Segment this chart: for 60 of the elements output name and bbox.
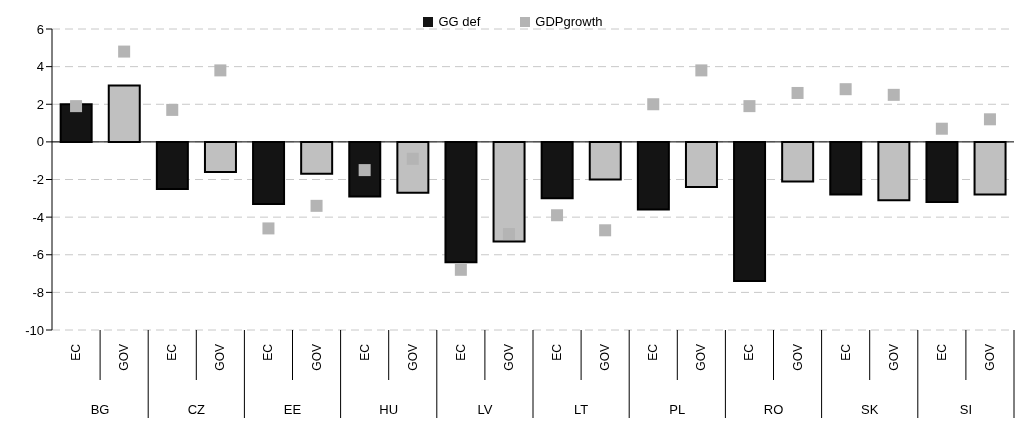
point (262, 222, 275, 235)
y-tick-label: -8 (32, 284, 44, 300)
x-tick-label: EC (261, 343, 276, 361)
x-tick-label: EC (742, 343, 757, 361)
point (791, 86, 804, 99)
y-tick-label: -6 (32, 247, 44, 263)
x-tick-label: EC (357, 343, 372, 361)
y-tick-label: -2 (32, 172, 44, 188)
text: EE (283, 402, 302, 417)
point (551, 209, 564, 222)
point (599, 224, 612, 237)
point (118, 45, 131, 58)
point (70, 100, 83, 113)
x-tick-label: EC (69, 343, 84, 361)
legend-label: GG def (437, 14, 481, 29)
x-tick-label: EC (838, 343, 853, 361)
x-tick-label: EC (453, 343, 468, 361)
legend-label: GDPgrowth (534, 14, 603, 29)
x-tick-label: GOV (886, 344, 901, 371)
point (839, 83, 852, 96)
point (166, 103, 179, 116)
x-tick-label: EC (646, 343, 661, 361)
x-tick-label: EC (934, 343, 949, 361)
x-tick-label: GOV (982, 344, 997, 371)
x-tick-label: GOV (405, 344, 420, 371)
x-tick-label: GOV (598, 344, 613, 371)
y-tick-label: -4 (32, 209, 44, 225)
point (983, 113, 996, 126)
y-tick-label: 6 (36, 21, 44, 37)
point (887, 88, 900, 101)
point (502, 228, 515, 241)
point (214, 64, 227, 77)
x-tick-label: GOV (501, 344, 516, 371)
x-tick-label: GOV (790, 344, 805, 371)
x-tick-label: GOV (309, 344, 324, 371)
text: CZ (187, 402, 206, 417)
text: HU (379, 402, 399, 417)
point (695, 64, 708, 77)
point (454, 263, 467, 276)
y-tick-label: 0 (36, 134, 44, 150)
point (647, 98, 660, 111)
x-tick-label: EC (165, 343, 180, 361)
text: PL (669, 402, 686, 417)
x-tick-label: GOV (117, 344, 132, 371)
y-tick-label: -10 (25, 322, 44, 338)
text: LT (573, 402, 589, 417)
point (310, 199, 323, 212)
text: SK (861, 402, 879, 417)
text: LV (477, 402, 493, 417)
text: BG (90, 402, 110, 417)
x-tick-label: GOV (213, 344, 228, 371)
text: SI (959, 402, 973, 417)
y-tick-label: 2 (36, 96, 44, 112)
x-tick-label: EC (550, 343, 565, 361)
point (743, 100, 756, 113)
y-tick-label: 4 (36, 59, 44, 75)
point (935, 122, 948, 135)
text: RO (763, 402, 784, 417)
x-tick-label: GOV (694, 344, 709, 371)
point (358, 164, 371, 177)
